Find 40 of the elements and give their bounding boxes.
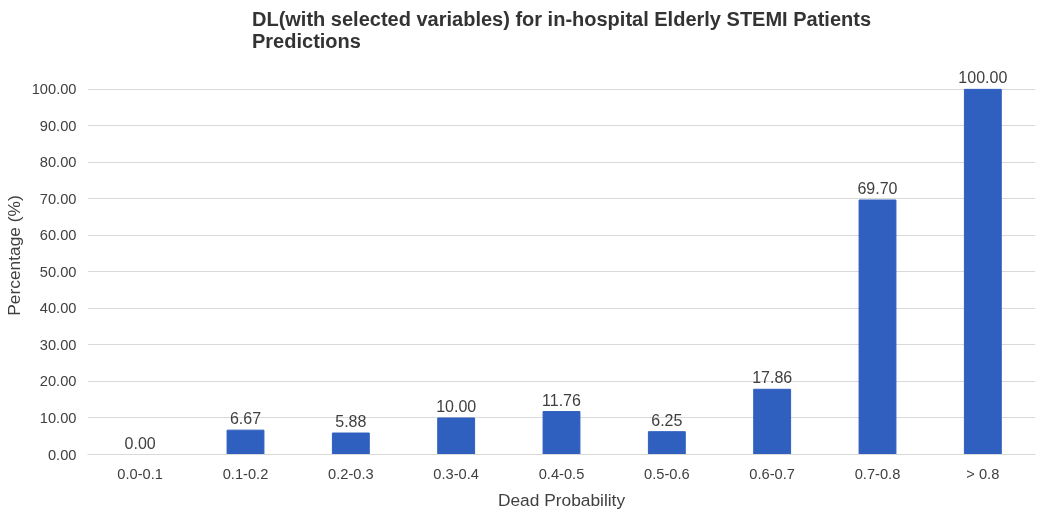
x-tick-label: 0.7-0.8 (854, 465, 901, 482)
data-label: 17.86 (752, 369, 793, 387)
data-label: 11.76 (542, 391, 582, 409)
y-tick-label: 20.00 (39, 373, 77, 390)
x-tick-label: 0.5-0.6 (644, 465, 690, 482)
bar (437, 417, 476, 455)
y-tick-label: 70.00 (39, 190, 77, 207)
data-label: 69.70 (857, 180, 898, 197)
bar (647, 431, 686, 455)
x-tick-label: > 0.8 (966, 465, 1000, 482)
bar (226, 429, 265, 455)
x-tick-label: 0.3-0.4 (433, 465, 479, 482)
y-tick-label: 90.00 (39, 117, 77, 134)
y-tick-label: 100.00 (31, 81, 77, 98)
y-tick-label: 60.00 (39, 227, 77, 244)
x-tick-label: 0.6-0.7 (749, 465, 795, 482)
data-label: 10.00 (436, 397, 477, 415)
y-tick-label: 40.00 (39, 300, 77, 317)
y-tick-label: 30.00 (39, 336, 77, 353)
bar (963, 88, 1002, 455)
x-tick-label: 0.1-0.2 (222, 465, 269, 482)
bar (331, 432, 370, 455)
bar (542, 411, 581, 455)
y-axis-title: Percentage (%) (3, 195, 24, 316)
bar (858, 199, 897, 455)
data-label: 6.25 (651, 411, 683, 429)
x-tick-label: 0.0-0.1 (117, 465, 163, 482)
chart-title: DL(with selected variables) for in-hospital Elderly STEMI Patients Predictions (251, 7, 872, 52)
x-tick-label: 0.4-0.5 (538, 465, 585, 482)
data-label: 100.00 (958, 69, 1008, 87)
bar (753, 388, 792, 455)
data-label: 0.00 (124, 434, 156, 452)
data-label: 5.88 (335, 413, 367, 431)
y-tick-label: 80.00 (39, 154, 77, 171)
y-tick-label: 0.00 (47, 446, 77, 463)
data-label: 6.67 (229, 410, 262, 428)
y-tick-label: 50.00 (39, 263, 77, 280)
x-axis-title: Dead Probability (497, 489, 626, 510)
x-tick-label: 0.2-0.3 (328, 465, 374, 482)
y-tick-label: 10.00 (39, 409, 77, 426)
